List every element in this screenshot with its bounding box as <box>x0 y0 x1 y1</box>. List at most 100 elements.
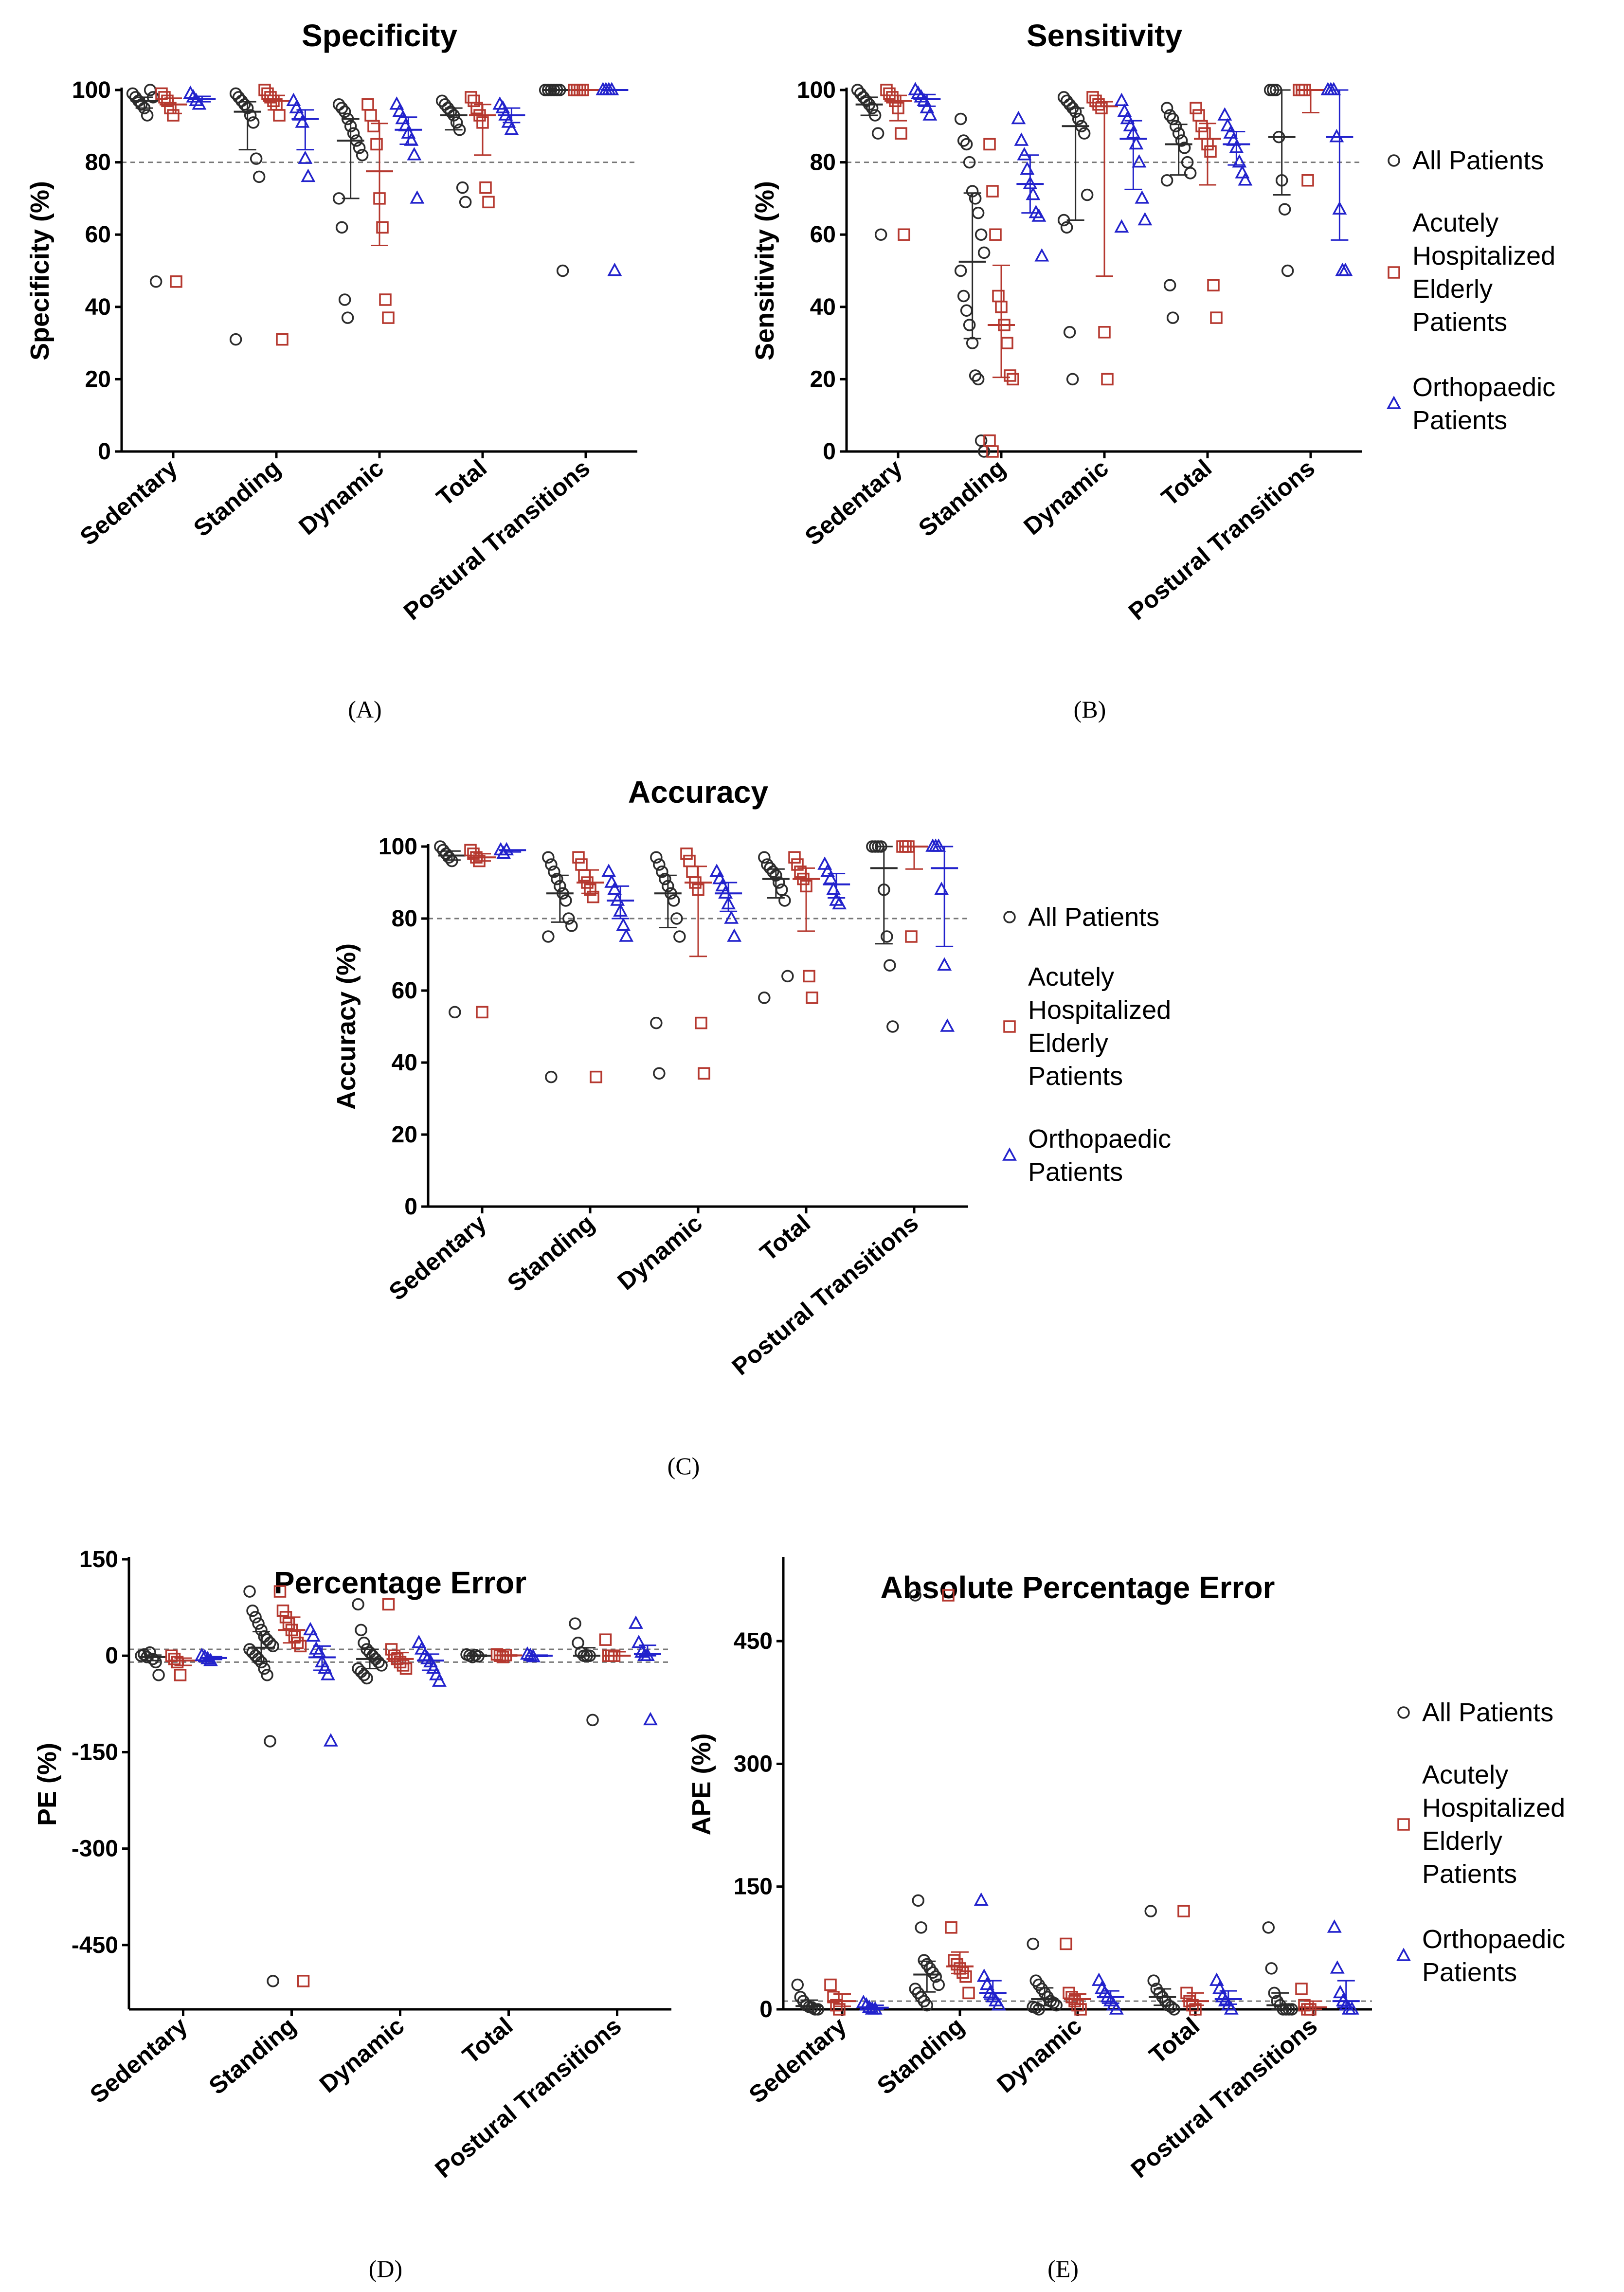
data-point <box>1098 326 1111 339</box>
data-point <box>1172 127 1185 140</box>
data-point <box>686 866 699 878</box>
panel-label: (A) <box>348 696 381 723</box>
data-point <box>613 903 628 917</box>
data-point <box>407 147 422 161</box>
y-tick-label: 0 <box>98 439 111 465</box>
data-point <box>875 840 887 853</box>
data-point <box>892 102 904 114</box>
data-point <box>446 854 458 867</box>
category-label: Sedentary <box>800 454 907 550</box>
data-point <box>367 120 380 133</box>
data-point <box>718 885 733 899</box>
data-point <box>1330 1960 1345 1974</box>
y-tick-label: 100 <box>72 77 111 103</box>
data-point <box>966 185 979 198</box>
data-point <box>1074 2003 1087 2016</box>
data-point <box>1031 208 1047 222</box>
data-point <box>1223 125 1238 139</box>
data-point <box>917 92 932 107</box>
data-point <box>569 1617 581 1630</box>
data-point <box>991 1997 1006 2011</box>
data-point <box>170 275 182 288</box>
series-all <box>126 84 571 346</box>
data-point <box>308 1641 324 1655</box>
data-point <box>683 854 696 867</box>
data-point <box>1007 373 1019 386</box>
data-point <box>1207 279 1220 291</box>
y-tick-label: 60 <box>392 978 417 1004</box>
data-point <box>586 1714 599 1727</box>
legend-marker-all <box>1003 911 1016 923</box>
data-point <box>249 1649 262 1662</box>
data-point <box>1060 221 1073 234</box>
data-point <box>1304 2003 1317 2016</box>
legend: All Patients Acutely Hospitalized Elderly Pa… <box>1387 146 1555 435</box>
data-point <box>1180 1986 1193 2000</box>
data-point <box>559 894 572 907</box>
data-point <box>803 970 815 983</box>
data-point <box>670 912 683 925</box>
data-point <box>545 858 558 871</box>
data-point <box>496 1651 509 1663</box>
data-point <box>972 373 985 386</box>
data-point <box>297 1975 310 1987</box>
data-point <box>668 894 680 907</box>
data-point <box>1212 1981 1227 1994</box>
data-point <box>498 107 513 121</box>
legend-label-ortho: Orthopaedic Patients <box>1028 1124 1171 1187</box>
data-point <box>1126 125 1141 139</box>
data-point <box>479 181 492 194</box>
data-point <box>1047 1996 1060 2009</box>
data-point <box>976 1968 992 1982</box>
data-point <box>291 1637 304 1649</box>
data-point <box>1166 112 1179 126</box>
data-point <box>450 116 463 129</box>
data-point <box>1014 132 1029 146</box>
data-point <box>164 102 177 114</box>
data-point <box>607 882 622 895</box>
chart-c: Accuracy 0 20 40 60 80 100 Accuracy (%) Sedentar… <box>332 775 968 1480</box>
data-point <box>1238 172 1253 186</box>
data-point <box>791 858 804 871</box>
data-point <box>962 1986 975 2000</box>
data-point <box>1204 145 1217 158</box>
data-point <box>382 311 395 324</box>
y-tick-label: 450 <box>734 1628 773 1654</box>
data-point <box>992 289 1005 303</box>
data-point <box>338 293 351 306</box>
data-point <box>1301 174 1314 187</box>
data-point <box>1169 120 1182 133</box>
data-point <box>545 1070 558 1083</box>
chart-title: Accuracy <box>628 775 769 810</box>
data-point <box>1050 1999 1063 2012</box>
data-point <box>399 1662 413 1675</box>
data-point <box>453 123 466 136</box>
data-point <box>372 1656 385 1669</box>
y-tick-label: 0 <box>823 439 836 465</box>
data-point <box>1278 203 1291 216</box>
legend-marker-elderly <box>1397 1818 1410 1831</box>
data-point <box>249 1611 262 1624</box>
series-ortho <box>194 1615 661 1747</box>
legend-marker-ortho <box>1002 1147 1017 1161</box>
data-point <box>1114 219 1129 233</box>
data-point <box>572 851 585 864</box>
data-point <box>301 168 316 182</box>
data-point <box>1178 142 1191 154</box>
data-point <box>575 858 588 871</box>
data-point <box>1135 190 1150 204</box>
data-point <box>1026 186 1041 200</box>
data-point <box>712 870 727 884</box>
data-point <box>466 1651 479 1663</box>
data-point <box>286 92 301 107</box>
data-point <box>1004 369 1016 382</box>
data-point <box>966 337 979 349</box>
data-point <box>826 882 841 895</box>
data-point <box>974 1892 989 1906</box>
data-point <box>476 116 489 129</box>
data-point <box>200 1651 215 1664</box>
data-point <box>724 910 739 924</box>
data-point <box>616 918 631 931</box>
data-point <box>1027 1937 1039 1950</box>
legend-label-all: All Patients <box>1422 1698 1553 1727</box>
